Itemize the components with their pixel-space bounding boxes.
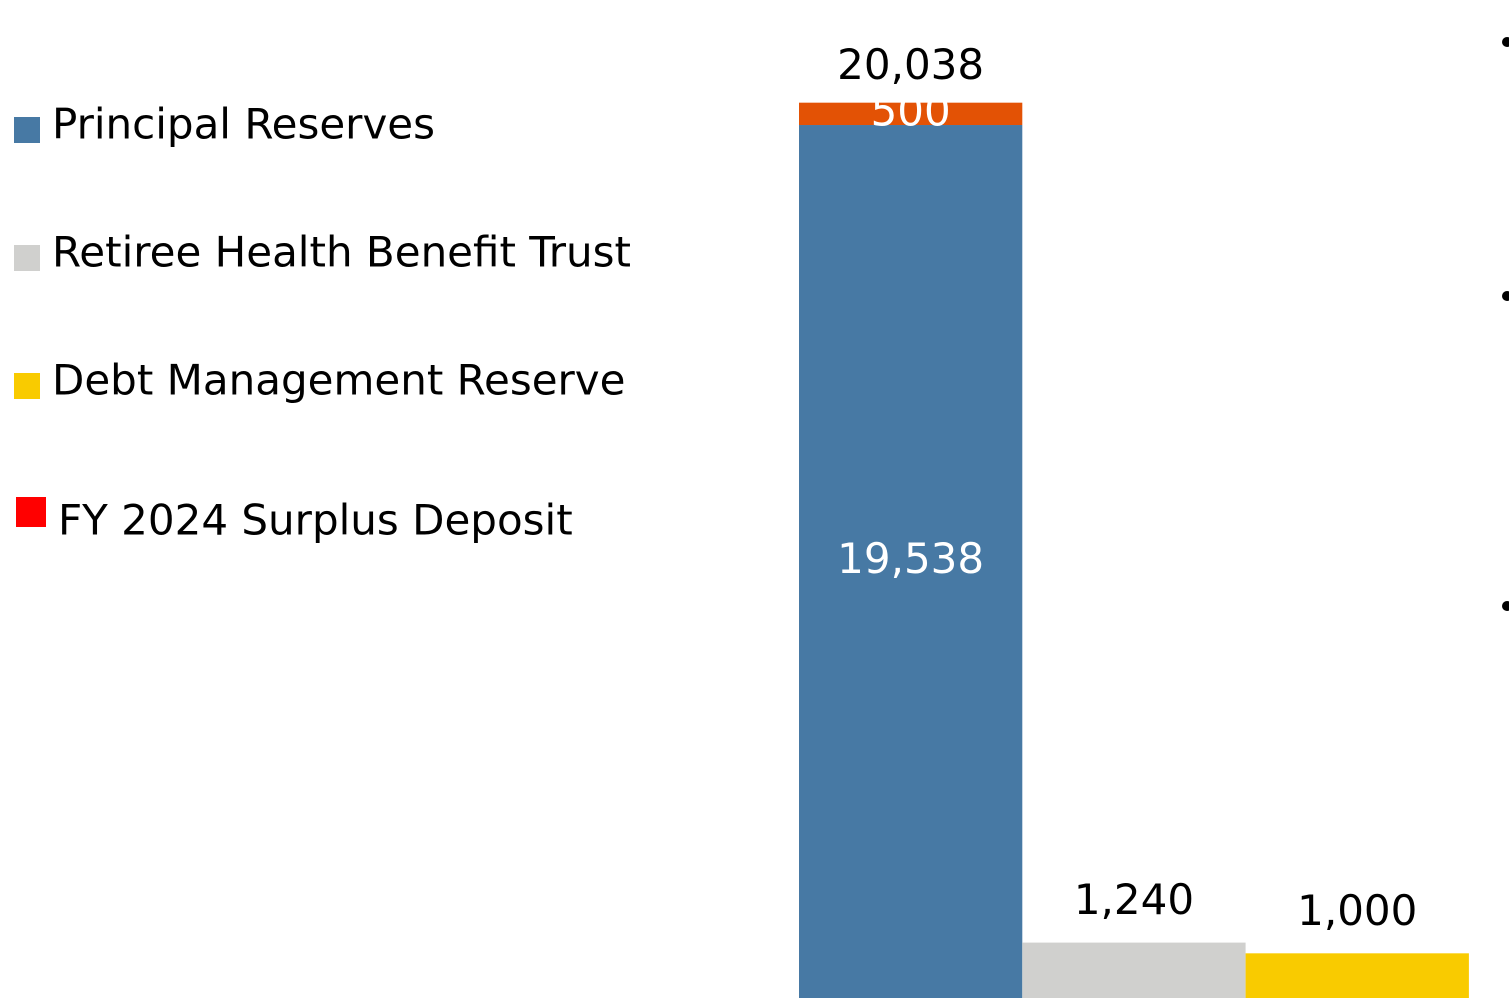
legend-swatch xyxy=(16,497,46,527)
data-label: 1,240 xyxy=(1074,875,1194,924)
legend-swatch xyxy=(14,117,40,143)
data-label: 19,538 xyxy=(837,534,984,583)
bar-segment xyxy=(1245,953,1469,998)
bar-segment xyxy=(799,102,1023,126)
data-label: 500 xyxy=(871,86,951,135)
bullet xyxy=(1502,601,1509,611)
legend-swatch xyxy=(14,373,40,399)
legend-label: Principal Reserves xyxy=(52,100,435,149)
legend-label: Debt Management Reserve xyxy=(52,356,626,405)
legend-label: Retiree Health Benefit Trust xyxy=(52,228,631,277)
legend-label: FY 2024 Surplus Deposit xyxy=(58,496,573,545)
total-label: 20,038 xyxy=(837,40,984,89)
legend-swatch xyxy=(14,245,40,271)
bar-segment xyxy=(799,125,1023,998)
bullet xyxy=(1502,37,1509,47)
bullet xyxy=(1502,291,1509,301)
data-label: 1,000 xyxy=(1297,886,1417,935)
bar-segment xyxy=(1022,942,1246,998)
